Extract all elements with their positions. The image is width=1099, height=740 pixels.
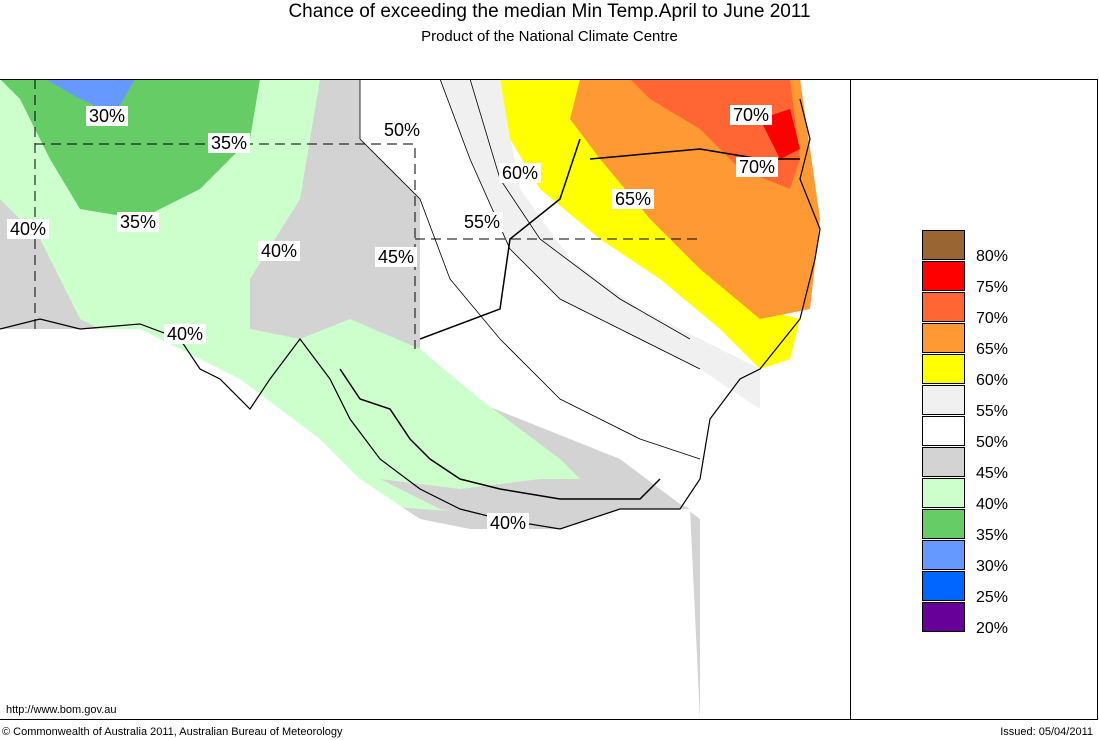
legend-swatch [922, 447, 965, 477]
legend-item: 65% [922, 323, 1082, 358]
legend-item: 75% [922, 261, 1082, 296]
legend-label: 45% [976, 465, 1009, 482]
contour-label: 40% [164, 324, 207, 344]
legend-item: 25% [922, 571, 1082, 606]
legend-item: 20% [922, 602, 1082, 637]
zone-60 [500, 79, 800, 369]
legend-swatch [922, 261, 965, 291]
contour-label: 30% [86, 106, 129, 126]
climate-map [0, 79, 850, 720]
contour-label: 60% [499, 163, 542, 183]
legend-label: 30% [976, 558, 1009, 575]
ocean-southwest [0, 329, 700, 720]
state-borders [339, 138, 800, 500]
legend-label: 25% [976, 589, 1009, 606]
contour-label: 35% [208, 133, 251, 153]
legend-item: 50% [922, 416, 1082, 451]
map-title: Chance of exceeding the median Min Temp.… [288, 1, 811, 22]
legend-item: 30% [922, 540, 1082, 575]
contour-lines [359, 79, 701, 460]
legend-label: 65% [976, 341, 1009, 358]
ocean-east [700, 79, 850, 720]
legend-item: 35% [922, 509, 1082, 544]
legend-swatch [922, 540, 965, 570]
contour-label: 40% [258, 241, 301, 261]
contour-label: 40% [487, 513, 530, 533]
legend-item: 60% [922, 354, 1082, 389]
legend-item: 70% [922, 292, 1082, 327]
legend-label: 55% [976, 403, 1009, 420]
contour-label: 35% [117, 212, 160, 232]
legend-swatch [922, 478, 965, 508]
legend-divider [850, 79, 851, 720]
legend-label: 70% [976, 310, 1009, 327]
legend-item: 40% [922, 478, 1082, 513]
legend-swatch [922, 292, 965, 322]
legend-item: 80% [922, 230, 1082, 265]
copyright-notice: © Commonwealth of Australia 2011, Austra… [2, 726, 343, 738]
contour-label: 70% [730, 105, 773, 125]
source-url: http://www.bom.gov.au [6, 704, 117, 716]
contour-label: 50% [381, 120, 424, 140]
contour-label: 40% [7, 219, 50, 239]
map-frame [0, 79, 1098, 720]
legend-swatch [922, 416, 965, 446]
legend-label: 40% [976, 496, 1009, 513]
zone-45-south [380, 479, 690, 529]
legend-item: 55% [922, 385, 1082, 420]
legend-label: 80% [976, 248, 1009, 265]
contour-label: 65% [612, 189, 655, 209]
contour-label: 55% [461, 212, 504, 232]
contour-label: 45% [375, 247, 418, 267]
legend-swatch [922, 509, 965, 539]
legend-swatch [922, 602, 965, 632]
legend-swatch [922, 354, 965, 384]
legend-swatch [922, 571, 965, 601]
zone-55 [440, 79, 760, 409]
map-subtitle: Product of the National Climate Centre [421, 28, 678, 45]
legend-label: 75% [976, 279, 1009, 296]
coastline [0, 98, 821, 530]
legend-swatch [922, 230, 965, 260]
issued-date: Issued: 05/04/2011 [1000, 726, 1093, 738]
legend-swatch [922, 323, 965, 353]
legend-item: 45% [922, 447, 1082, 482]
zone-30 [45, 79, 135, 114]
legend-label: 20% [976, 620, 1009, 637]
dashed-borders [34, 79, 700, 349]
legend-swatch [922, 385, 965, 415]
zone-35 [0, 79, 260, 219]
legend-label: 60% [976, 372, 1009, 389]
contour-label: 70% [736, 157, 779, 177]
legend-label: 50% [976, 434, 1009, 451]
legend-label: 35% [976, 527, 1009, 544]
